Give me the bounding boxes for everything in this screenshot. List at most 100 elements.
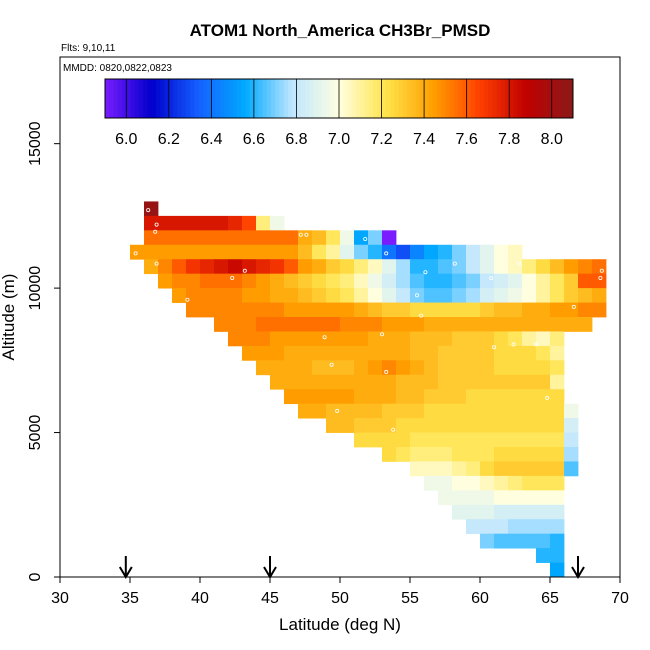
heatmap-cell — [494, 403, 509, 419]
sample-point — [242, 268, 247, 273]
x-tick-label: 45 — [261, 590, 279, 607]
heatmap-cell — [326, 403, 341, 419]
heatmap-cell — [410, 403, 425, 419]
heatmap-cell — [508, 259, 523, 275]
heatmap-cell — [508, 374, 523, 390]
heatmap-cell — [424, 432, 439, 448]
heatmap-cell — [200, 244, 215, 260]
colorbar-segment — [500, 79, 506, 118]
heatmap-cell — [242, 244, 257, 260]
heatmap-cell — [466, 331, 481, 347]
heatmap-cell — [326, 288, 341, 303]
heatmap-cell — [508, 490, 523, 506]
heatmap-cell — [494, 533, 509, 549]
heatmap-cell — [494, 519, 509, 535]
colorbar-tick-label: 8.0 — [541, 131, 563, 148]
colorbar-segment — [156, 79, 161, 118]
heatmap-cell — [550, 302, 565, 318]
heatmap-cell — [452, 288, 467, 303]
heatmap-cell — [298, 230, 313, 246]
heatmap-cell — [326, 389, 341, 405]
sample-point — [154, 261, 159, 266]
heatmap-cell — [326, 259, 341, 275]
colorbar-segment — [300, 79, 306, 118]
colorbar-segment — [521, 79, 527, 118]
colorbar-segment — [373, 79, 378, 118]
heatmap-cell — [186, 273, 201, 289]
heatmap-cell — [508, 519, 523, 535]
heatmap-cell — [368, 230, 383, 246]
heatmap-cell — [466, 345, 481, 361]
heatmap-cell — [522, 288, 537, 303]
heatmap-cell — [438, 288, 453, 303]
heatmap-cell — [564, 418, 579, 433]
colorbar-segment — [347, 79, 353, 118]
heatmap-cell — [438, 447, 453, 462]
sample-point — [517, 261, 522, 266]
heatmap-cell — [550, 490, 565, 506]
heatmap-cell — [270, 360, 285, 376]
heatmap-cell — [172, 230, 187, 246]
heatmap-cell — [298, 345, 313, 361]
heatmap-cell — [480, 389, 495, 405]
heatmap-cell — [200, 215, 215, 231]
sample-point — [545, 395, 550, 400]
colorbar-segment — [258, 79, 263, 118]
heatmap-cell — [550, 461, 565, 477]
sample-point — [384, 369, 389, 374]
heatmap-cell — [228, 288, 243, 303]
heatmap-cell — [382, 432, 397, 448]
colorbar-segment — [224, 79, 229, 118]
heatmap-cell — [368, 331, 383, 347]
colorbar-segment — [232, 79, 238, 118]
colorbar-segment — [330, 79, 336, 118]
heatmap-cell — [438, 432, 453, 448]
heatmap-cell — [522, 403, 537, 419]
heatmap-cell — [396, 331, 411, 347]
heatmap-cell — [340, 331, 355, 347]
heatmap-cell — [536, 302, 551, 318]
y-axis: 0 5000 10000 15000 — [27, 121, 60, 581]
heatmap-cell — [200, 302, 215, 318]
heatmap-cell — [424, 259, 439, 275]
heatmap-cell — [522, 461, 537, 477]
heatmap-cell — [522, 259, 537, 275]
heatmap-cell — [452, 490, 467, 506]
heatmap-cell — [256, 360, 271, 376]
heatmap-cell — [592, 273, 607, 289]
colorbar-segment — [321, 79, 327, 118]
heatmap-cell — [354, 403, 369, 419]
heatmap-cell — [186, 302, 201, 318]
heatmap-cell — [298, 331, 313, 347]
heatmap-cell — [536, 533, 551, 549]
heatmap-cell — [284, 230, 299, 246]
colorbar-tick-label: 7.2 — [370, 131, 392, 148]
heatmap-cell — [480, 447, 495, 462]
colorbar-segment — [407, 79, 412, 118]
colorbar-segment — [339, 79, 344, 118]
heatmap-cell — [298, 288, 313, 303]
heatmap-cell — [452, 244, 467, 260]
heatmap-cell — [494, 432, 509, 448]
heatmap-cell — [354, 288, 369, 303]
colorbar-segment — [453, 79, 459, 118]
heatmap-cell — [522, 302, 537, 318]
colorbar-tick-label: 7.6 — [456, 131, 478, 148]
x-tick-label: 40 — [191, 590, 209, 607]
heatmap-cell — [382, 244, 397, 260]
heatmap-cell — [424, 403, 439, 419]
heatmap-cell — [480, 345, 495, 361]
heatmap-cell — [354, 230, 369, 246]
colorbar-segment — [368, 79, 374, 118]
heatmap-cell — [312, 288, 327, 303]
heatmap-cell — [522, 519, 537, 535]
heatmap-cell — [438, 475, 453, 491]
heatmap-cell — [354, 273, 369, 289]
heatmap-cell — [452, 331, 467, 347]
colorbar-segment — [236, 79, 242, 118]
heatmap-cell — [270, 345, 285, 361]
heatmap-cell — [242, 273, 257, 289]
colorbar-segment — [283, 79, 289, 118]
heatmap-cell — [466, 475, 481, 491]
